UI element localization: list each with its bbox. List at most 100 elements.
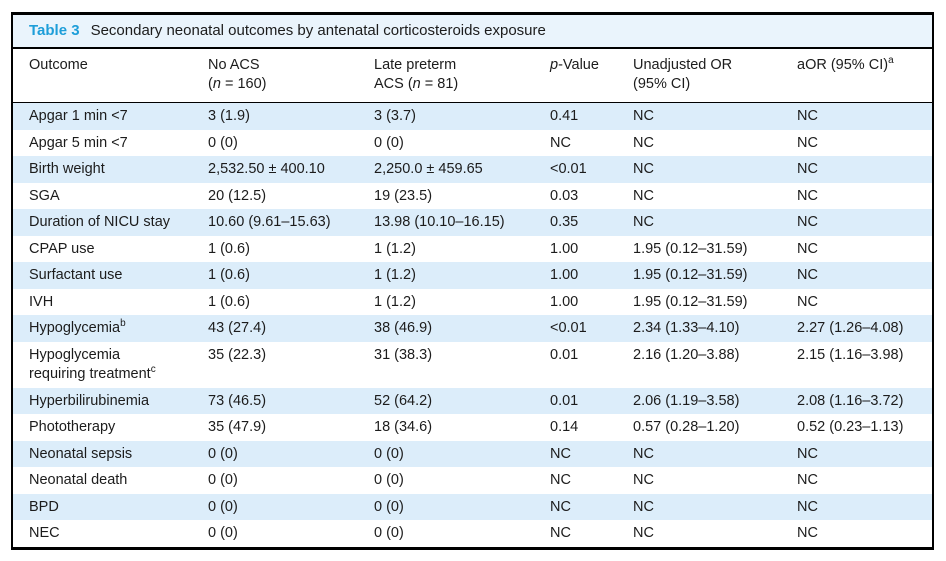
- value-cell: 1.00: [550, 240, 579, 257]
- outcome-cell: CPAP use: [29, 240, 95, 257]
- value-cell: 0 (0): [374, 525, 404, 541]
- value-cell: 0 (0): [208, 472, 238, 488]
- column-header-2: Late preterm ACS (n = 81): [358, 49, 534, 103]
- value-cell: 13.98 (10.10–16.15): [374, 214, 505, 230]
- value-cell: 38 (46.9): [374, 320, 433, 336]
- outcome-cell: Neonatal sepsis: [29, 445, 133, 462]
- value-cell: 10.60 (9.61–15.63): [208, 214, 331, 230]
- header-row: Outcome No ACS (n = 160) Late preterm ACS (n…: [13, 49, 932, 103]
- value-cell: 0 (0): [208, 525, 238, 541]
- value-cell: 1 (0.6): [208, 240, 250, 257]
- value-cell: 1.95 (0.12–31.59): [633, 293, 748, 310]
- value-cell: 0.03: [550, 187, 579, 204]
- value-cell: 0 (0): [374, 472, 404, 488]
- outcome-cell: SGA: [29, 187, 60, 204]
- value-cell: <0.01: [550, 161, 587, 177]
- value-cell: 1.95 (0.12–31.59): [633, 267, 748, 283]
- table-row-7: IVH 1 (0.6) 1 (1.2) 1.00 1.95 (0.12–31.59) NC: [13, 288, 932, 315]
- value-cell: 0.52 (0.23–1.13): [797, 419, 904, 435]
- outcome-cell: Apgar 1 min <7: [29, 108, 128, 124]
- outcome-cell: Hyperbilirubinemia: [29, 392, 150, 409]
- value-cell: 1 (0.6): [208, 293, 250, 310]
- table-number-label: Table 3: [29, 22, 80, 39]
- value-cell: 2.27 (1.26–4.08): [797, 320, 904, 336]
- value-cell: 1.95 (0.12–31.59): [633, 240, 748, 257]
- table-row-14: BPD 0 (0) 0 (0) NC NC NC: [13, 493, 932, 520]
- value-cell: 19 (23.5): [374, 187, 433, 204]
- table-title-bar: Table 3 Secondary neonatal outcomes by a…: [13, 15, 932, 49]
- value-cell: 2,250.0 ± 459.65: [374, 161, 483, 177]
- value-cell: 2.08 (1.16–3.72): [797, 392, 904, 409]
- table-header: Outcome No ACS (n = 160) Late preterm ACS (n…: [13, 49, 932, 103]
- table-row-2: Birth weight 2,532.50 ± 400.10 2,250.0 ± 4…: [13, 156, 932, 183]
- outcome-cell: Duration of NICU stay: [29, 214, 171, 230]
- value-cell: NC: [633, 472, 654, 488]
- table-row-4: Duration of NICU stay 10.60 (9.61–15.63) 1…: [13, 209, 932, 236]
- outcome-cell: Hypoglycemiab: [29, 318, 126, 336]
- table-row-0: Apgar 1 min <7 3 (1.9) 3 (3.7) 0.41 NC NC: [13, 102, 932, 130]
- value-cell: 1 (1.2): [374, 293, 416, 310]
- value-cell: NC: [797, 134, 818, 151]
- value-cell: 0 (0): [374, 498, 404, 515]
- table-row-15: NEC 0 (0) 0 (0) NC NC NC: [13, 520, 932, 547]
- value-cell: 1 (1.2): [374, 267, 416, 283]
- outcome-cell: NEC: [29, 525, 60, 541]
- outcome-cell: Surfactant use: [29, 267, 123, 283]
- value-cell: <0.01: [550, 320, 587, 336]
- outcome-cell: Apgar 5 min <7: [29, 134, 128, 151]
- value-cell: NC: [797, 445, 818, 462]
- value-cell: 0 (0): [208, 498, 238, 515]
- table3-frame: Table 3 Secondary neonatal outcomes by a…: [11, 12, 934, 550]
- outcome-cell: Neonatal death: [29, 472, 128, 488]
- value-cell: 1.00: [550, 267, 579, 283]
- value-cell: 1.00: [550, 293, 579, 310]
- value-cell: 3 (1.9): [208, 108, 250, 124]
- value-cell: NC: [797, 161, 818, 177]
- value-cell: 3 (3.7): [374, 108, 416, 124]
- value-cell: NC: [633, 525, 654, 541]
- value-cell: 73 (46.5): [208, 392, 267, 409]
- value-cell: NC: [797, 240, 818, 257]
- value-cell: 0.57 (0.28–1.20): [633, 419, 740, 435]
- table-row-9: Hypoglycemia requiring treatmentc 35 (22.3…: [13, 341, 932, 388]
- value-cell: NC: [797, 267, 818, 283]
- value-cell: 2.16 (1.20–3.88): [633, 346, 740, 363]
- value-cell: NC: [797, 525, 818, 541]
- value-cell: NC: [550, 525, 571, 541]
- column-header-1: No ACS (n = 160): [192, 49, 358, 103]
- table-title: Secondary neonatal outcomes by antenatal…: [90, 22, 546, 39]
- value-cell: 2.06 (1.19–3.58): [633, 392, 740, 409]
- column-header-0: Outcome: [13, 49, 192, 103]
- table-row-5: CPAP use 1 (0.6) 1 (1.2) 1.00 1.95 (0.12–31.…: [13, 235, 932, 262]
- outcomes-table: Outcome No ACS (n = 160) Late preterm ACS (n…: [13, 49, 932, 547]
- outcome-cell: IVH: [29, 293, 54, 310]
- value-cell: NC: [633, 108, 654, 124]
- value-cell: 0.14: [550, 419, 579, 435]
- value-cell: 2,532.50 ± 400.10: [208, 161, 325, 177]
- table-row-13: Neonatal death 0 (0) 0 (0) NC NC NC: [13, 467, 932, 494]
- outcome-cell: Hypoglycemia requiring treatmentc: [29, 346, 156, 383]
- table-row-12: Neonatal sepsis 0 (0) 0 (0) NC NC NC: [13, 440, 932, 467]
- column-header-3: p-Value: [534, 49, 617, 103]
- table-row-3: SGA 20 (12.5) 19 (23.5) 0.03 NC NC: [13, 182, 932, 209]
- value-cell: NC: [633, 161, 654, 177]
- column-header-4: Unadjusted OR (95% CI): [617, 49, 781, 103]
- table-body: Apgar 1 min <7 3 (1.9) 3 (3.7) 0.41 NC NC Apga…: [13, 102, 932, 547]
- value-cell: 0.01: [550, 346, 579, 363]
- value-cell: 20 (12.5): [208, 187, 267, 204]
- value-cell: 0 (0): [208, 445, 238, 462]
- value-cell: NC: [797, 293, 818, 310]
- table-row-11: Phototherapy 35 (47.9) 18 (34.6) 0.14 0.57 (…: [13, 414, 932, 441]
- value-cell: 0 (0): [208, 134, 238, 151]
- value-cell: 0.35: [550, 214, 579, 230]
- value-cell: NC: [797, 108, 818, 124]
- value-cell: NC: [797, 187, 818, 204]
- value-cell: 1 (0.6): [208, 267, 250, 283]
- value-cell: 31 (38.3): [374, 346, 433, 363]
- value-cell: NC: [633, 214, 654, 230]
- value-cell: 2.34 (1.33–4.10): [633, 320, 740, 336]
- outcome-cell: Phototherapy: [29, 419, 116, 435]
- value-cell: 0 (0): [374, 445, 404, 462]
- value-cell: 2.15 (1.16–3.98): [797, 346, 904, 363]
- table-row-10: Hyperbilirubinemia 73 (46.5) 52 (64.2) 0.01…: [13, 387, 932, 414]
